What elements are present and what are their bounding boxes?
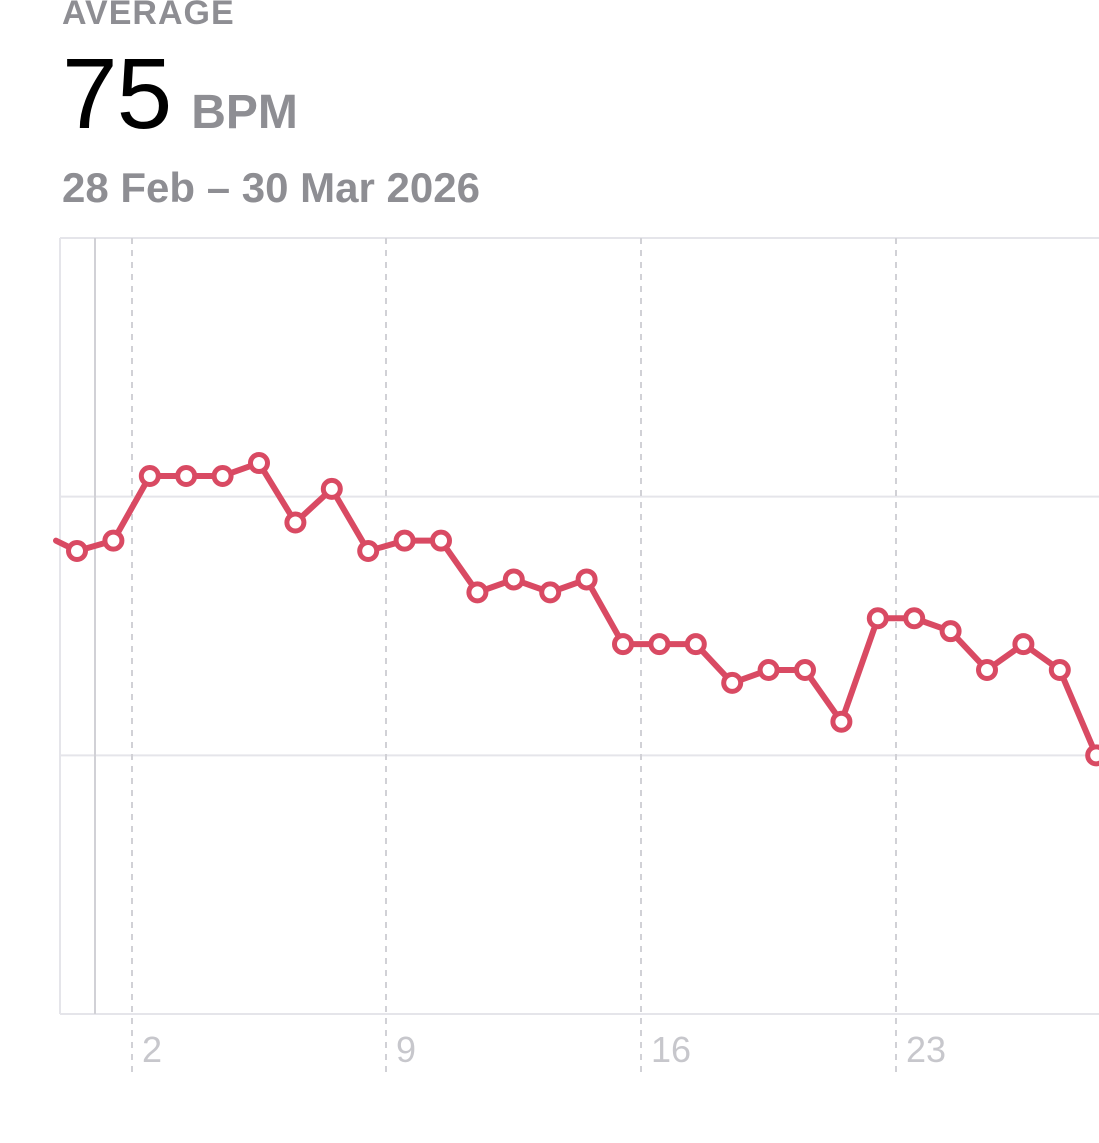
data-point[interactable] [502,568,525,591]
metric-unit: BPM [191,86,298,139]
metric-value-row: 75 BPM [62,44,298,144]
heart-rate-line [53,460,1099,759]
data-point[interactable] [357,539,380,562]
data-point[interactable] [866,607,889,630]
data-point[interactable] [393,529,416,552]
data-point[interactable] [539,581,562,604]
data-point[interactable] [794,658,816,681]
data-point[interactable] [1012,633,1035,656]
data-point[interactable] [830,710,853,733]
data-point[interactable] [1085,744,1099,767]
data-point[interactable] [684,633,707,656]
x-tick-label: 23 [906,1029,946,1070]
data-point[interactable] [466,581,489,604]
chart-grid [59,237,1099,1078]
data-point[interactable] [138,464,161,487]
data-point[interactable] [939,620,962,643]
data-point[interactable] [248,452,270,475]
chart-ticks: 2 9 16 23 [142,1029,946,1070]
data-point[interactable] [102,529,125,552]
data-point[interactable] [211,464,234,487]
data-point[interactable] [175,464,198,487]
data-point[interactable] [66,539,88,562]
data-point[interactable] [575,568,598,591]
metric-label: AVERAGE [62,0,235,32]
chart-markers [66,452,1099,767]
data-point[interactable] [430,529,452,552]
x-tick-label: 9 [396,1029,416,1070]
data-point[interactable] [320,477,343,500]
data-point[interactable] [612,633,634,656]
data-point[interactable] [648,633,671,656]
data-point[interactable] [757,658,780,681]
x-tick-label: 16 [651,1029,691,1070]
data-point[interactable] [976,658,998,681]
date-range: 28 Feb – 30 Mar 2026 [62,164,480,211]
data-point[interactable] [284,511,307,534]
data-point[interactable] [1048,658,1071,681]
x-tick-label: 2 [142,1029,162,1070]
data-point[interactable] [903,607,926,630]
metric-value: 75 [62,38,172,150]
data-point[interactable] [721,671,744,694]
